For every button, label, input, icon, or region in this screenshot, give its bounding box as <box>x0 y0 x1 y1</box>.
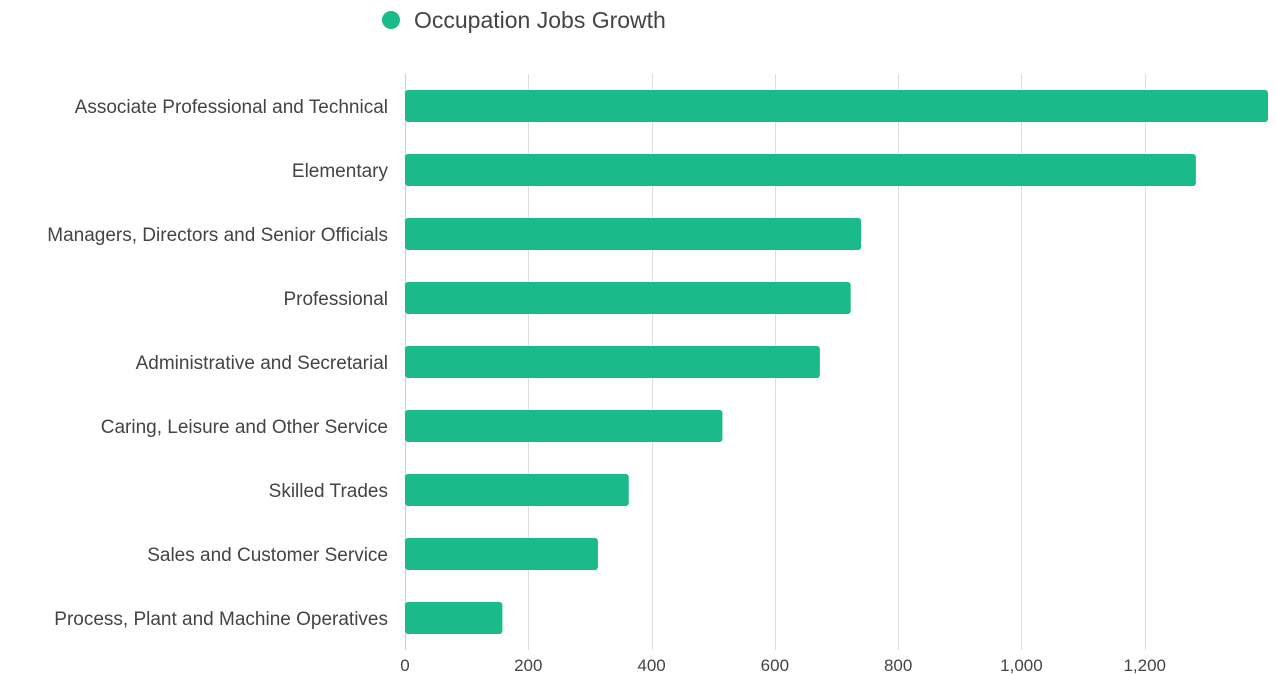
x-tick-label: 800 <box>884 656 912 674</box>
category-label: Caring, Leisure and Other Service <box>101 417 388 438</box>
x-tick-label: 200 <box>514 656 542 674</box>
x-tick-label: 400 <box>637 656 665 674</box>
category-label: Sales and Customer Service <box>147 545 388 566</box>
x-tick-label: 1,000 <box>1000 656 1043 674</box>
bar <box>405 602 503 634</box>
legend-label: Occupation Jobs Growth <box>414 6 666 33</box>
bar <box>405 154 1196 186</box>
category-label: Professional <box>283 289 388 310</box>
bar <box>405 218 862 250</box>
x-tick-label: 0 <box>400 656 409 674</box>
x-tick-label: 1,200 <box>1123 656 1166 674</box>
category-label: Administrative and Secretarial <box>136 353 388 374</box>
category-label: Skilled Trades <box>269 481 388 502</box>
bar <box>405 282 851 314</box>
bar <box>405 538 598 570</box>
bar <box>405 474 629 506</box>
bar <box>405 90 1268 122</box>
legend: Occupation Jobs Growth <box>382 6 666 34</box>
category-label: Associate Professional and Technical <box>75 97 388 118</box>
bar <box>405 410 723 442</box>
x-tick-label: 600 <box>761 656 789 674</box>
category-label: Elementary <box>292 161 389 182</box>
bar <box>405 346 820 378</box>
category-label: Managers, Directors and Senior Officials <box>47 225 388 246</box>
legend-swatch-icon <box>382 11 400 29</box>
category-label: Process, Plant and Machine Operatives <box>54 609 388 630</box>
